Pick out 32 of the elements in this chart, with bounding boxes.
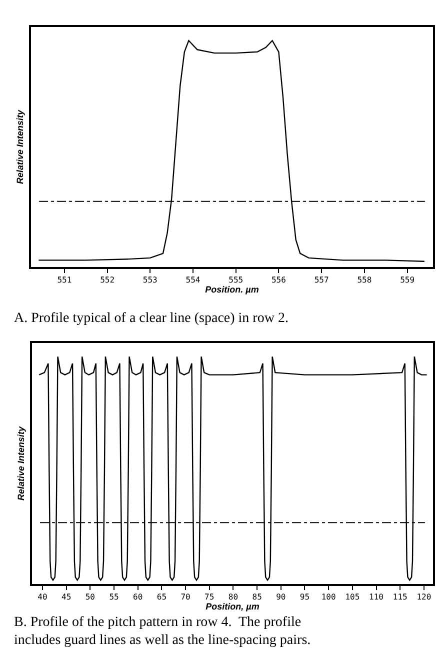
x-tick-label: 80	[228, 592, 238, 602]
y-axis-title: Relative Intensity	[15, 108, 26, 184]
x-tick-label: 554	[186, 275, 200, 284]
x-tick-label: 105	[345, 592, 360, 602]
x-tick-label: 110	[369, 592, 384, 602]
x-tick-label: 60	[133, 592, 143, 602]
x-tick-label: 75	[204, 592, 214, 602]
x-tick-label: 90	[276, 592, 286, 602]
x-tick-label: 40	[38, 592, 48, 602]
x-tick-label: 85	[252, 592, 262, 602]
x-tick-label: 555	[228, 275, 244, 284]
x-tick-label: 552	[100, 275, 115, 284]
x-tick-label: 70	[180, 592, 191, 602]
text: A. Profile typical of a clear line (space) in row 2.	[14, 311, 288, 326]
x-tick-label: 65	[156, 592, 167, 602]
x-tick-label: 100	[321, 592, 336, 602]
x-tick-label: 45	[62, 592, 72, 602]
x-tick-label: 50	[85, 592, 96, 602]
x-tick-label: 95	[300, 592, 310, 602]
x-tick-label: 55	[109, 592, 120, 602]
x-tick-label: 120	[416, 592, 432, 602]
x-tick-label: 557	[314, 275, 329, 284]
x-tick-label: 558	[357, 275, 372, 284]
x-tick-label: 115	[392, 592, 408, 602]
x-tick-label: 553	[142, 275, 158, 284]
y-axis-title: Relative Intensity	[16, 425, 26, 501]
x-axis-title: Position. µm	[205, 284, 259, 294]
x-tick-label: 556	[271, 275, 286, 284]
x-tick-label: 551	[57, 275, 72, 284]
x-axis-title: Position, µm	[206, 601, 260, 612]
x-tick-label: 559	[400, 275, 415, 284]
text: B. Profile of the pitch pattern in row 4. The profile includes guard lines as well as the line-spacing pairs.	[14, 615, 311, 648]
